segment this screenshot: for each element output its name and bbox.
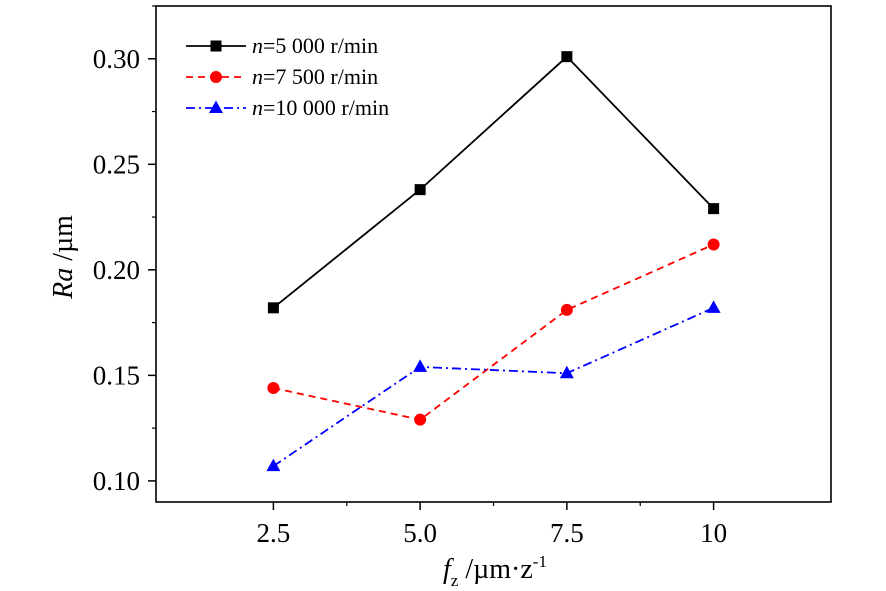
- y-tick-label: 0.10: [93, 466, 140, 496]
- x-tick-label: 10: [700, 518, 727, 548]
- marker-square: [210, 40, 222, 52]
- x-axis-superscript: -1: [533, 552, 547, 571]
- y-tick-label: 0.30: [93, 44, 140, 74]
- y-tick-label: 0.20: [93, 255, 140, 285]
- series-3: [266, 300, 721, 472]
- legend-entry-3: n=10 000 r/min: [186, 95, 389, 120]
- legend-label-text: =5 000 r/min: [263, 33, 378, 58]
- y-axis-symbol: Ra: [48, 268, 79, 300]
- marker-triangle: [266, 458, 281, 472]
- marker-circle: [560, 303, 573, 316]
- y-axis-label: Ra /µm: [48, 215, 79, 300]
- x-tick-label: 2.5: [257, 518, 291, 548]
- legend-label: n=7 500 r/min: [252, 64, 378, 89]
- legend-label: n=10 000 r/min: [252, 95, 389, 120]
- marker-circle: [707, 238, 720, 251]
- series-1: [267, 51, 720, 314]
- marker-triangle: [209, 100, 223, 113]
- legend-entry-1: n=5 000 r/min: [186, 33, 378, 58]
- series-2: [267, 238, 720, 426]
- series-line: [272, 55, 715, 309]
- y-tick-label: 0.15: [93, 360, 140, 390]
- legend-label-text: =7 500 r/min: [263, 64, 378, 89]
- series-layer: [266, 51, 721, 472]
- series-line: [272, 306, 714, 467]
- legend-entry-2: n=7 500 r/min: [186, 64, 378, 89]
- marker-circle: [210, 71, 222, 83]
- legend-label-var: n: [252, 33, 263, 58]
- marker-square: [267, 302, 279, 314]
- x-axis-unit: /µm·z: [458, 554, 532, 585]
- y-axis-unit: /µm: [48, 215, 79, 268]
- legend-label-var: n: [252, 95, 263, 120]
- series-line: [273, 243, 714, 421]
- x-tick-label: 7.5: [550, 518, 584, 548]
- x-axis-label: fz /µm·z-1: [443, 552, 547, 590]
- marker-square: [561, 51, 573, 63]
- y-tick-label: 0.25: [93, 149, 140, 179]
- legend-label: n=5 000 r/min: [252, 33, 378, 58]
- marker-circle: [267, 382, 280, 395]
- x-axis-symbol: f: [443, 554, 454, 585]
- axis-ticks: [148, 5, 715, 510]
- legend-label-var: n: [252, 64, 263, 89]
- marker-square: [414, 184, 426, 196]
- legend-label-text: =10 000 r/min: [263, 95, 389, 120]
- marker-triangle: [559, 365, 574, 379]
- marker-square: [708, 203, 720, 215]
- x-tick-label: 5.0: [403, 518, 437, 548]
- axis-tick-labels: 0.10 0.15 0.20 0.25 0.30 2.5 5.0 7.5 10: [93, 44, 727, 548]
- marker-triangle: [706, 300, 721, 313]
- marker-triangle: [413, 359, 428, 372]
- x-axis-subscript: z: [451, 571, 459, 590]
- marker-circle: [414, 413, 427, 426]
